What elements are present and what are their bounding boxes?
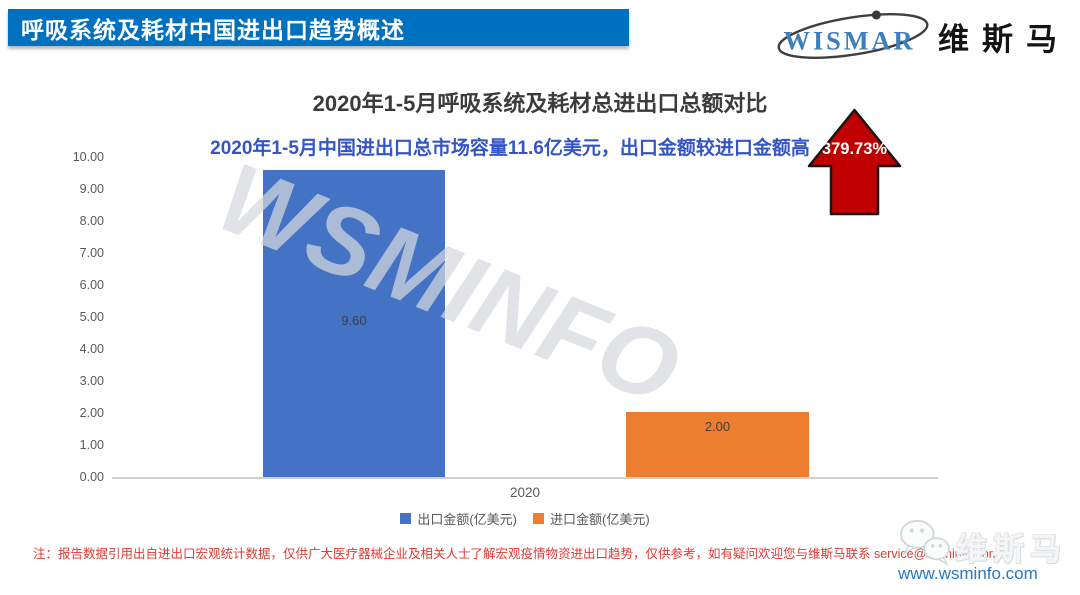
header-banner: 呼吸系统及耗材中国进出口趋势概述 xyxy=(8,9,629,46)
y-axis-tick: 2.00 xyxy=(79,406,104,420)
y-axis-tick: 9.00 xyxy=(79,182,104,196)
y-axis-tick: 7.00 xyxy=(79,246,104,260)
y-axis-tick: 6.00 xyxy=(79,278,104,292)
bar-import-value: 2.00 xyxy=(704,419,731,434)
legend-label-export: 出口金额(亿美元) xyxy=(417,512,517,527)
y-axis-tick: 10.00 xyxy=(72,150,104,164)
x-axis-category: 2020 xyxy=(509,485,541,500)
up-arrow-icon xyxy=(807,108,902,216)
y-axis-tick: 3.00 xyxy=(79,374,104,388)
brand-logo: WISMAR 维斯马 xyxy=(770,6,1070,66)
footnote: 注：报告数据引用出自进出口宏观统计数据，仅供广大医疗器械企业及相关人士了解宏观疫… xyxy=(33,543,999,562)
legend-swatch-import xyxy=(533,513,544,524)
footer-brand-cn: 维斯马 xyxy=(956,532,1067,567)
bar-import xyxy=(626,412,809,477)
brand-name-cn: 维斯马 xyxy=(938,21,1070,57)
legend-item-import: 进口金额(亿美元) xyxy=(533,509,650,528)
wechat-icon xyxy=(900,519,950,566)
legend-label-import: 进口金额(亿美元) xyxy=(550,512,650,527)
bar-export-value: 9.60 xyxy=(341,313,367,328)
website-link[interactable]: www.wsminfo.com xyxy=(898,564,1038,583)
x-axis-line xyxy=(112,477,938,479)
wismar-logo-icon: WISMAR xyxy=(777,10,929,59)
header-title: 呼吸系统及耗材中国进出口趋势概述 xyxy=(21,16,405,43)
growth-percentage: 379.73% xyxy=(821,140,888,158)
y-axis-tick: 4.00 xyxy=(79,342,104,356)
footnote-text: 注：报告数据引用出自进出口宏观统计数据，仅供广大医疗器械企业及相关人士了解宏观疫… xyxy=(33,547,874,561)
legend-item-export: 出口金额(亿美元) xyxy=(400,509,517,528)
bar-export xyxy=(263,170,445,477)
chart-subtitle: 2020年1-5月中国进出口总市场容量11.6亿美元，出口金额较进口金额高 xyxy=(210,138,810,159)
y-axis-tick: 8.00 xyxy=(79,214,104,228)
growth-arrow-callout: 379.73% xyxy=(806,107,903,217)
brand-name-en: WISMAR xyxy=(784,27,916,56)
y-axis-tick: 5.00 xyxy=(79,310,104,324)
y-axis-tick: 0.00 xyxy=(79,470,104,484)
footer-brand: 维斯马 www.wsminfo.com xyxy=(896,516,1074,592)
chart-legend: 出口金额(亿美元) 进口金额(亿美元) xyxy=(112,509,938,528)
legend-swatch-export xyxy=(400,513,412,524)
y-axis-tick: 1.00 xyxy=(79,438,104,452)
chart-title: 2020年1-5月呼吸系统及耗材总进出口总额对比 xyxy=(312,91,768,116)
